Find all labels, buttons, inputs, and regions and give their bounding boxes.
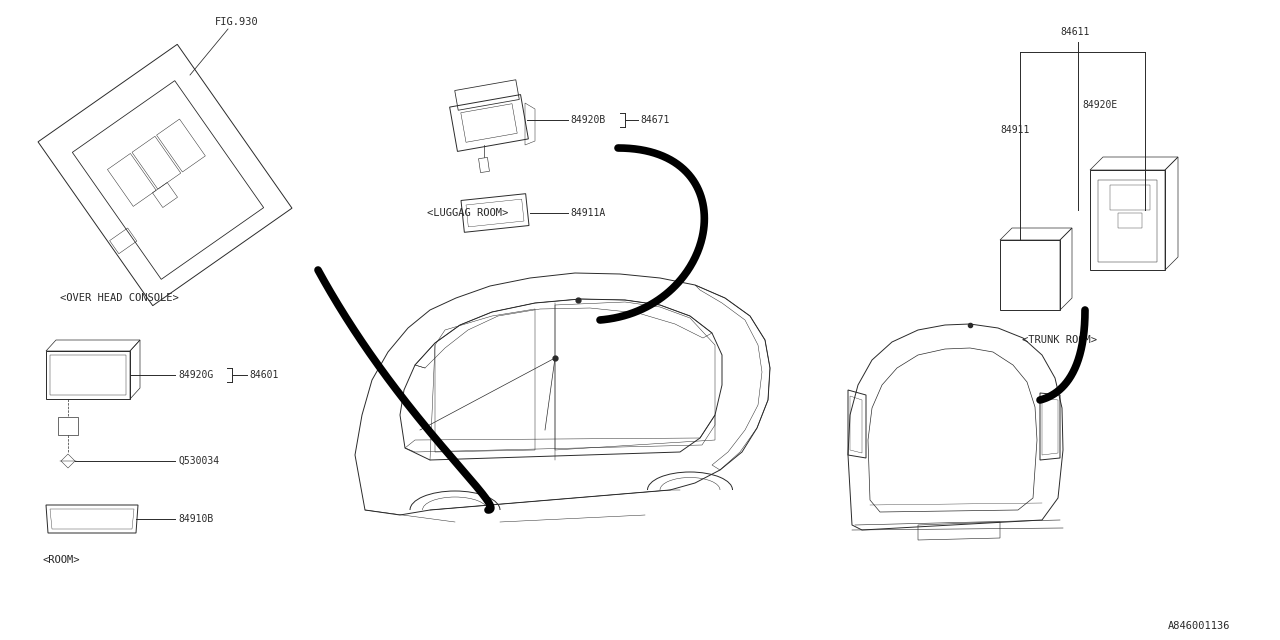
Text: <OVER HEAD CONSOLE>: <OVER HEAD CONSOLE> [60, 293, 179, 303]
Text: <LUGGAG ROOM>: <LUGGAG ROOM> [428, 208, 508, 218]
Text: 84920B: 84920B [570, 115, 605, 125]
Text: FIG.930: FIG.930 [215, 17, 259, 27]
Text: 84611: 84611 [1060, 27, 1089, 37]
Text: 84671: 84671 [640, 115, 669, 125]
Text: A846001136: A846001136 [1167, 621, 1230, 631]
Text: <TRUNK ROOM>: <TRUNK ROOM> [1021, 335, 1097, 345]
Text: <ROOM>: <ROOM> [42, 555, 79, 565]
Text: 84920G: 84920G [178, 370, 214, 380]
Text: 84911: 84911 [1000, 125, 1029, 135]
Text: 84910B: 84910B [178, 514, 214, 524]
Text: 84911A: 84911A [570, 208, 605, 218]
Text: 84920E: 84920E [1082, 100, 1117, 110]
Text: 84601: 84601 [250, 370, 278, 380]
Text: Q530034: Q530034 [178, 456, 219, 466]
